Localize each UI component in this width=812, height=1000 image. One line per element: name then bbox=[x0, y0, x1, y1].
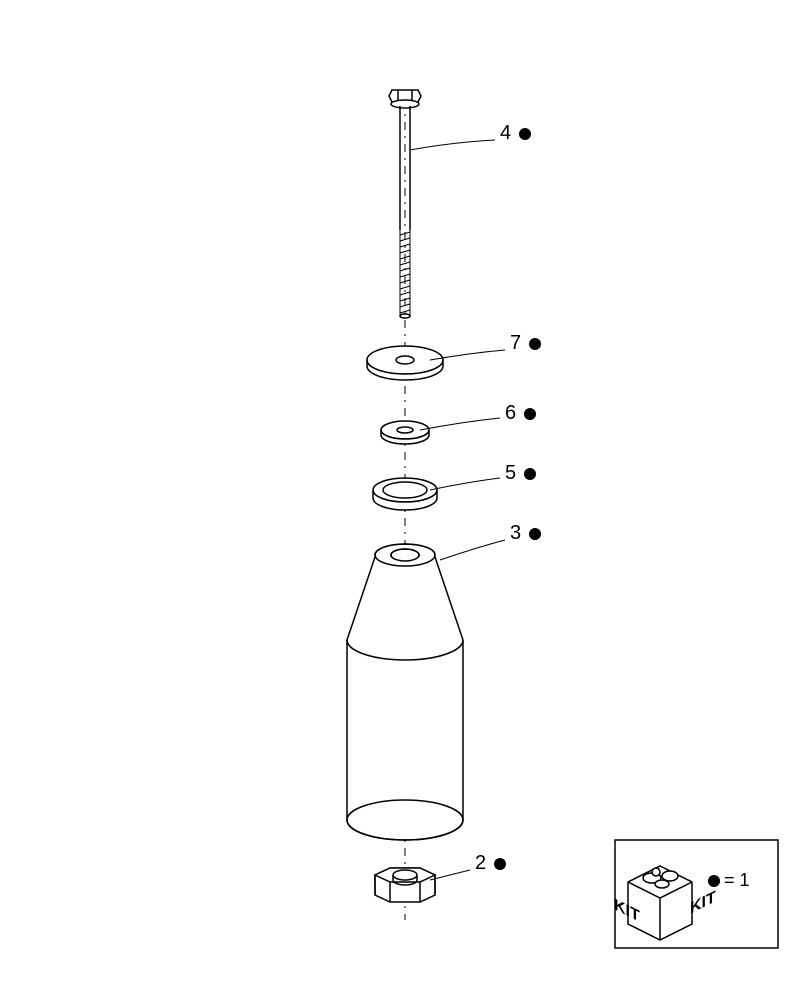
kit-dot-icon bbox=[524, 408, 536, 420]
callout-2: 2 bbox=[475, 852, 506, 875]
kit-crate-icon: KIT KIT bbox=[614, 840, 778, 948]
callout-label: 2 bbox=[475, 852, 486, 875]
callout-7: 7 bbox=[510, 332, 541, 355]
exploded-diagram: KIT KIT bbox=[0, 0, 812, 1000]
callout-label: 7 bbox=[510, 332, 521, 355]
kit-dot-icon bbox=[708, 875, 720, 887]
kit-dot-icon bbox=[529, 338, 541, 350]
callout-3: 3 bbox=[510, 522, 541, 545]
kit-dot-icon bbox=[524, 468, 536, 480]
kit-dot-icon bbox=[494, 858, 506, 870]
kit-legend: = 1 bbox=[708, 870, 750, 891]
part-washer-small bbox=[381, 421, 429, 444]
part-nut bbox=[375, 868, 435, 902]
kit-dot-icon bbox=[529, 528, 541, 540]
callout-5: 5 bbox=[505, 462, 536, 485]
callout-label: 6 bbox=[505, 402, 516, 425]
callout-label: 5 bbox=[505, 462, 516, 485]
part-ring bbox=[373, 478, 437, 510]
callout-label: 4 bbox=[500, 122, 511, 145]
part-body bbox=[347, 544, 463, 840]
kit-dot-icon bbox=[519, 128, 531, 140]
callout-6: 6 bbox=[505, 402, 536, 425]
kit-legend-text: = 1 bbox=[724, 870, 750, 891]
callout-4: 4 bbox=[500, 122, 531, 145]
callout-label: 3 bbox=[510, 522, 521, 545]
part-washer-large bbox=[367, 346, 443, 380]
